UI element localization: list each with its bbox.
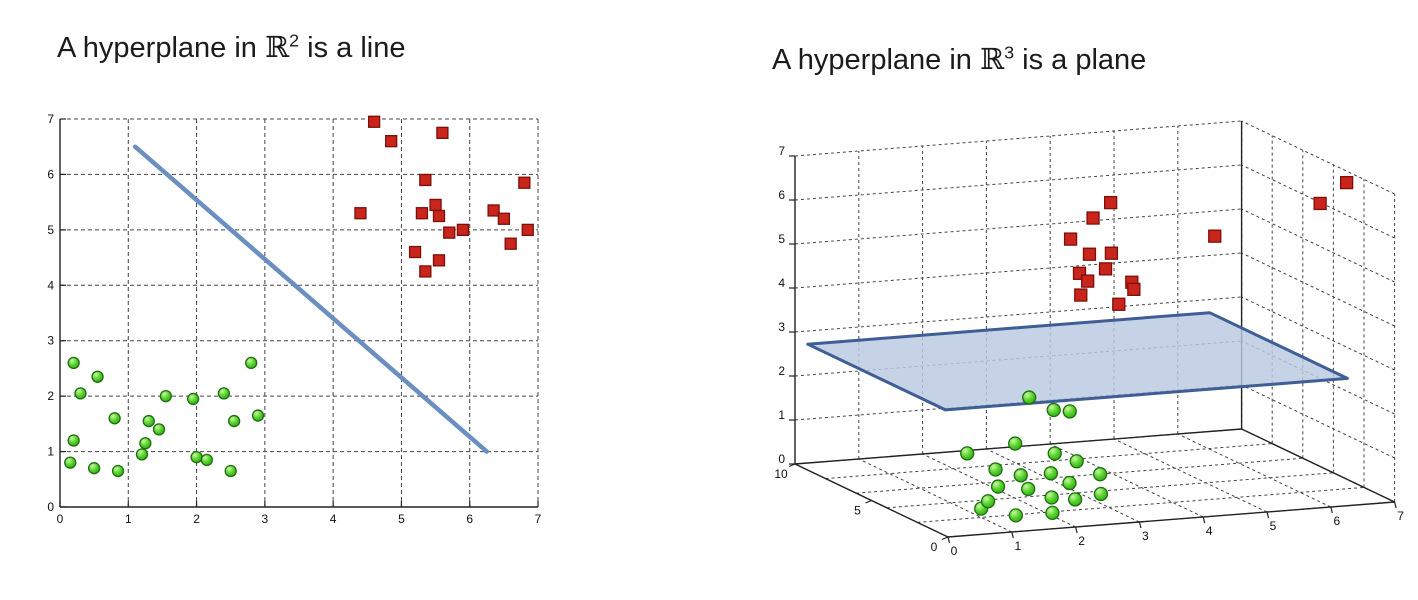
right-title-prefix: A hyperplane in (772, 44, 980, 76)
svg-text:6: 6 (1333, 514, 1340, 528)
right-title-exponent: 3 (1004, 42, 1015, 63)
hyperplane-line (132, 144, 490, 454)
svg-text:1: 1 (47, 445, 54, 459)
right-title-R-symbol: ℝ (979, 42, 1005, 76)
red-class-points (354, 115, 534, 278)
green-class-points (64, 356, 265, 478)
svg-text:2: 2 (778, 364, 785, 378)
red-class-points (1063, 175, 1354, 311)
axes: 0 1 2 3 4 5 6 7 0 1 2 3 4 5 6 7 (47, 112, 541, 526)
gridlines (59, 118, 539, 508)
svg-text:5: 5 (47, 223, 54, 237)
svg-text:4: 4 (330, 512, 337, 526)
svg-text:7: 7 (535, 512, 542, 526)
svg-text:7: 7 (778, 144, 785, 158)
left-title-exponent: 2 (289, 30, 300, 51)
svg-text:3: 3 (47, 334, 54, 348)
left-title-suffix: is a line (299, 32, 406, 64)
svg-text:1: 1 (125, 512, 132, 526)
svg-text:10: 10 (774, 467, 788, 481)
svg-text:2: 2 (193, 512, 200, 526)
svg-text:0: 0 (931, 540, 938, 554)
scatter-plot-2d-hyperplane-line: 0 1 2 3 4 5 6 7 0 1 2 3 4 5 6 7 (47, 112, 541, 526)
svg-text:7: 7 (47, 112, 54, 126)
svg-text:6: 6 (47, 167, 54, 181)
left-title-R-symbol: ℝ (264, 30, 290, 64)
svg-text:0: 0 (951, 544, 958, 558)
svg-text:5: 5 (854, 504, 861, 518)
right-title-suffix: is a plane (1014, 44, 1147, 76)
svg-text:0: 0 (778, 452, 785, 466)
green-class-points (960, 390, 1109, 523)
svg-text:0: 0 (47, 500, 54, 514)
svg-text:7: 7 (1397, 509, 1404, 523)
svg-text:5: 5 (1270, 519, 1277, 533)
svg-text:4: 4 (47, 278, 54, 292)
left-title-prefix: A hyperplane in (57, 32, 265, 64)
svg-text:4: 4 (1206, 524, 1213, 538)
svg-text:2: 2 (47, 389, 54, 403)
svg-text:4: 4 (778, 276, 785, 290)
svg-text:6: 6 (778, 188, 785, 202)
svg-text:1: 1 (1014, 539, 1021, 553)
svg-text:1: 1 (778, 408, 785, 422)
svg-text:0: 0 (57, 512, 64, 526)
left-chart-title: A hyperplane in ℝ2 is a line (57, 30, 405, 65)
svg-text:6: 6 (466, 512, 473, 526)
right-chart-title: A hyperplane in ℝ3 is a plane (772, 42, 1146, 77)
svg-text:3: 3 (778, 320, 785, 334)
hyperplane-plane (806, 311, 1349, 412)
svg-text:5: 5 (398, 512, 405, 526)
svg-text:3: 3 (262, 512, 269, 526)
svg-text:3: 3 (1142, 529, 1149, 543)
svg-text:2: 2 (1078, 534, 1085, 548)
svg-text:5: 5 (778, 232, 785, 246)
